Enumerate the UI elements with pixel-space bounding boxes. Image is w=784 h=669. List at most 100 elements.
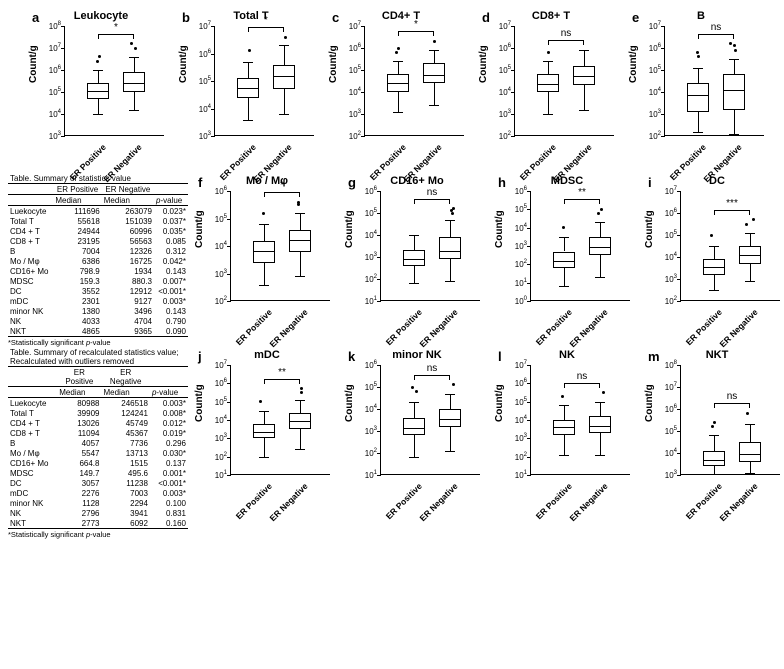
y-tick-label: 102 [203,452,227,462]
box [403,250,425,265]
significance-bracket [398,31,434,36]
table-row: MDSC159.3880.30.007* [8,276,188,286]
plot-area: 102103104105106107ER PositiveER Negative… [680,191,780,301]
table-row: NKT486593650.090 [8,326,188,337]
row-label: CD8 + T [8,428,57,438]
sub-header: Median [57,387,101,398]
cell: 159.3 [53,276,101,286]
cell: 4704 [102,316,154,326]
table-row: CD4 + T24944609960.035* [8,226,188,236]
y-tick-label: 101 [203,470,227,480]
table-row: CD4 + T13026457490.012* [8,418,188,428]
row-label: NK [8,316,53,326]
table-row: NK279639410.831 [8,508,188,518]
outlier [710,234,713,237]
table-footnote: *Statistically significant p-value [8,529,188,539]
cell: 880.3 [102,276,154,286]
cell: 3496 [102,306,154,316]
cell: 2301 [53,296,101,306]
cell: 3057 [57,478,101,488]
panel-i: iDCCount/g102103104105106107ER PositiveE… [642,173,784,338]
y-tick-label: 103 [487,109,511,119]
y-tick-label: 106 [503,186,527,196]
cell: 9127 [102,296,154,306]
y-tick-label: 106 [353,360,377,370]
significance-bracket [98,34,134,39]
y-tick-label: 104 [503,223,527,233]
y-tick-label: 106 [37,65,61,75]
cell: 39909 [57,408,101,418]
outlier [713,421,716,424]
cell: 0.143 [154,306,188,316]
row-label: NK [8,508,57,518]
significance-bracket [414,199,450,204]
outlier [745,223,748,226]
y-tick-label: 103 [203,269,227,279]
cell: 0.001* [150,468,188,478]
outlier [248,49,251,52]
table-row: Total T556181510390.037* [8,216,188,226]
y-tick-label: 107 [503,360,527,370]
panel-j: jmDCCount/g101102103104105106107ER Posit… [192,347,342,512]
box [703,451,725,466]
cell: 3552 [53,286,101,296]
significance-bracket [548,40,584,45]
y-tick-label: 102 [653,296,677,306]
y-tick-label: 103 [503,241,527,251]
significance-label: * [264,15,268,26]
table-row: Luekocyte1116962630790.023* [8,206,188,217]
col-header: ER Negative [102,184,154,195]
outlier [96,60,99,63]
cell: 0.003* [150,488,188,498]
cell: 80988 [57,398,101,409]
outlier [734,49,737,52]
significance-label: ns [561,28,572,39]
cell: 0.296 [150,438,188,448]
cell: 2773 [57,518,101,529]
row-label: B [8,438,57,448]
cell: 2294 [101,498,149,508]
significance-label: * [414,19,418,30]
y-tick-label: 107 [187,21,211,31]
y-tick-label: 104 [653,252,677,262]
cell: 246518 [101,398,149,409]
y-tick-label: 101 [503,470,527,480]
outlier [134,47,137,50]
row-label: DC [8,478,57,488]
plot-area: 101102103104105106ER PositiveER Negative… [380,191,480,301]
cell: 12326 [102,246,154,256]
plot-area: 102103104105106107ER PositiveER Negative… [664,26,764,136]
outlier [411,386,414,389]
row-label: CD16+ Mo [8,458,57,468]
row-label: Mo / Mφ [8,448,57,458]
table-row: minor NK138034960.143 [8,306,188,316]
outlier [561,395,564,398]
outlier [711,425,714,428]
y-tick-label: 102 [353,274,377,284]
cell: 7003 [101,488,149,498]
cell: 23195 [53,236,101,246]
outlier [697,55,700,58]
y-tick-label: 104 [187,104,211,114]
significance-label: *** [726,198,738,209]
panel-c: cCD4+ TCount/g102103104105106107ER Posit… [326,8,476,173]
row-label: B [8,246,53,256]
y-tick-label: 103 [653,274,677,284]
table-row: mDC230191270.003* [8,296,188,306]
y-tick-label: 105 [353,382,377,392]
cell: 0.019* [150,428,188,438]
plot-area: 102103104105106ER PositiveER Negative* [230,191,330,301]
outlier [452,383,455,386]
box [589,237,611,255]
outlier [259,400,262,403]
cell: 124241 [101,408,149,418]
cell: 4057 [57,438,101,448]
table-row: NKT277360920.160 [8,518,188,529]
cell: 6386 [53,256,101,266]
sub-header: Median [53,195,101,206]
cell: 0.037* [154,216,188,226]
col-header: ER Positive [53,184,101,195]
cell: 0.003* [154,296,188,306]
cell: 0.007* [154,276,188,286]
plot-area: 102103104105106107ER PositiveER Negative… [514,26,614,136]
